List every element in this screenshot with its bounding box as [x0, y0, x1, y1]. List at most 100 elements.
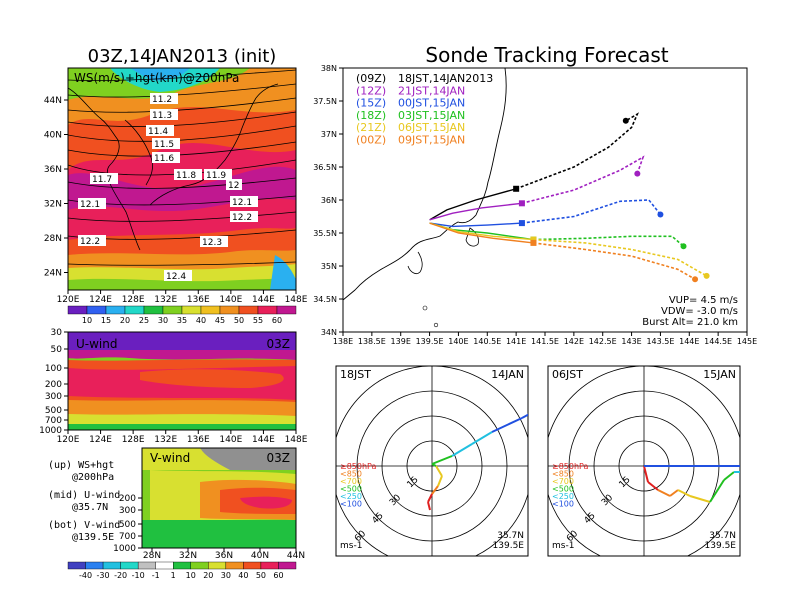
height-label: 12: [228, 181, 239, 191]
x-tick-label: 128E: [122, 435, 145, 445]
x-tick-label: 143E: [621, 337, 641, 346]
colorbar-label: -20: [114, 571, 127, 580]
release-utc: (09Z): [356, 72, 386, 85]
height-label-bg: [230, 211, 258, 222]
y-tick-label: 38N: [321, 64, 337, 73]
colorbar-label: 15: [101, 316, 111, 325]
x-tick-label: 140E: [219, 295, 242, 305]
colorbar-swatch: [86, 305, 107, 315]
v-y-ticks: 200 300 500 700 1000: [113, 494, 142, 554]
y-tick-label: 28N: [44, 234, 62, 244]
landing-marker: [657, 211, 664, 218]
landing-marker: [703, 272, 710, 279]
landing-marker: [692, 276, 699, 283]
map-panel: WS(m/s)+hgt(km)@200hPa 11.211.311.411.51…: [44, 67, 308, 325]
trace-segment: [657, 489, 671, 497]
height-label: 11.9: [206, 171, 226, 181]
y-tick-label: 32N: [44, 200, 62, 210]
colorbar-label: -40: [79, 571, 92, 580]
height-label-bg: [152, 152, 180, 163]
map-x-ticks: 120E 124E 128E 132E 136E 140E 144E 148E: [57, 290, 308, 305]
trace-segment: [435, 465, 443, 477]
height-label: 12.2: [80, 237, 100, 247]
height-label-bg: [226, 179, 242, 190]
colorbar-label: 60: [273, 571, 283, 580]
x-tick-label: 44N: [287, 551, 305, 561]
y-tick-label: 100: [45, 364, 62, 374]
colorbar-swatch: [67, 305, 88, 315]
x-tick-label: 144E: [679, 337, 699, 346]
legend-subline: @139.5E: [72, 532, 114, 543]
burst-marker: [513, 185, 520, 192]
level-legend: ≥850hPa: [340, 462, 377, 471]
colorbar-label: 25: [139, 316, 149, 325]
x-tick-label: 142.5E: [589, 337, 617, 346]
x-tick-label: 144E: [252, 295, 275, 305]
hodograph-rings: [336, 366, 528, 556]
hodograph-lon: 139.5E: [493, 541, 525, 551]
height-label: 11.2: [152, 95, 172, 105]
colorbar-swatch: [208, 561, 227, 570]
track-solid: [429, 222, 534, 244]
release-jst: 06JST,15JAN: [398, 121, 465, 134]
hodograph-unit: ms-1: [552, 541, 574, 551]
colorbar-swatch: [190, 561, 209, 570]
release-jst: 21JST,14JAN: [398, 84, 465, 97]
track-dashed: [521, 155, 645, 205]
x-tick-label: 141.5E: [531, 337, 559, 346]
x-tick-label: 124E: [89, 295, 112, 305]
v-x-ticks: 28N 32N 36N 40N 44N: [143, 548, 305, 561]
track-info-line: VDW= -3.0 m/s: [661, 306, 738, 317]
x-tick-label: 128E: [122, 295, 145, 305]
colorbar-swatch: [278, 561, 297, 570]
level-legend: <500: [340, 485, 362, 494]
height-label-bg: [146, 125, 174, 136]
colorbar-label: 1: [171, 571, 176, 580]
v-colorbar: -40 -30 -20 -10 -1 1 10 20 30 40 50 60: [67, 561, 297, 580]
colorbar-label: 55: [253, 316, 263, 325]
track-grid: 138E 138.5E 139E 139.5E 140E 140.5E 141E 141.5E…: [313, 64, 757, 346]
track-panel: 138E 138.5E 139E 139.5E 140E 140.5E 141E 141.5E…: [313, 64, 757, 346]
x-tick-label: 148E: [285, 435, 308, 445]
trace-segment: [647, 481, 659, 491]
right-title: Sonde Tracking Forecast: [425, 43, 668, 67]
map-colorbar: 10 15 20 25 30 35 40 45 50 55 60: [67, 305, 297, 325]
y-tick-label: 200: [45, 380, 62, 390]
x-tick-label: 140E: [219, 435, 242, 445]
height-label: 11.5: [154, 140, 174, 150]
panel-legend: (up) WS+hgt@200hPa (mid) U-wind@35.7N (bot…: [48, 460, 120, 543]
x-tick-label: 40N: [251, 551, 269, 561]
x-tick-label: 136E: [187, 435, 210, 445]
legend-line: (bot) V-wind: [48, 520, 120, 531]
x-tick-label: 120E: [57, 295, 80, 305]
x-tick-label: 139E: [391, 337, 411, 346]
release-utc: (15Z): [356, 97, 386, 110]
left-title: 03Z,14JAN2013 (init): [88, 46, 277, 67]
colorbar-swatch: [137, 561, 156, 570]
hodograph-lat: 35.7N: [497, 531, 524, 541]
x-tick-label: 140.5E: [473, 337, 501, 346]
x-tick-label: 142E: [564, 337, 584, 346]
colorbar-label: 20: [120, 316, 130, 325]
colorbar-label: 60: [272, 316, 282, 325]
release-jst: 03JST,15JAN: [398, 109, 465, 122]
y-tick-label: 500: [119, 520, 136, 530]
y-tick-label: 300: [45, 392, 62, 402]
track-solid: [429, 188, 517, 221]
colorbar-swatch: [225, 561, 244, 570]
legend-subline: @200hPa: [72, 472, 114, 483]
trace-segment: [723, 471, 735, 481]
level-legend: <850: [340, 470, 362, 479]
y-tick-label: 34N: [321, 328, 337, 337]
colorbar-swatch: [260, 561, 279, 570]
colorbar-label: -1: [152, 571, 160, 580]
y-tick-label: 1000: [39, 426, 62, 436]
colorbar-swatch: [105, 305, 126, 315]
burst-marker: [518, 200, 525, 207]
track-info-line: VUP= 4.5 m/s: [669, 295, 738, 306]
y-tick-label: 500: [45, 406, 62, 416]
colorbar-swatch: [143, 305, 164, 315]
